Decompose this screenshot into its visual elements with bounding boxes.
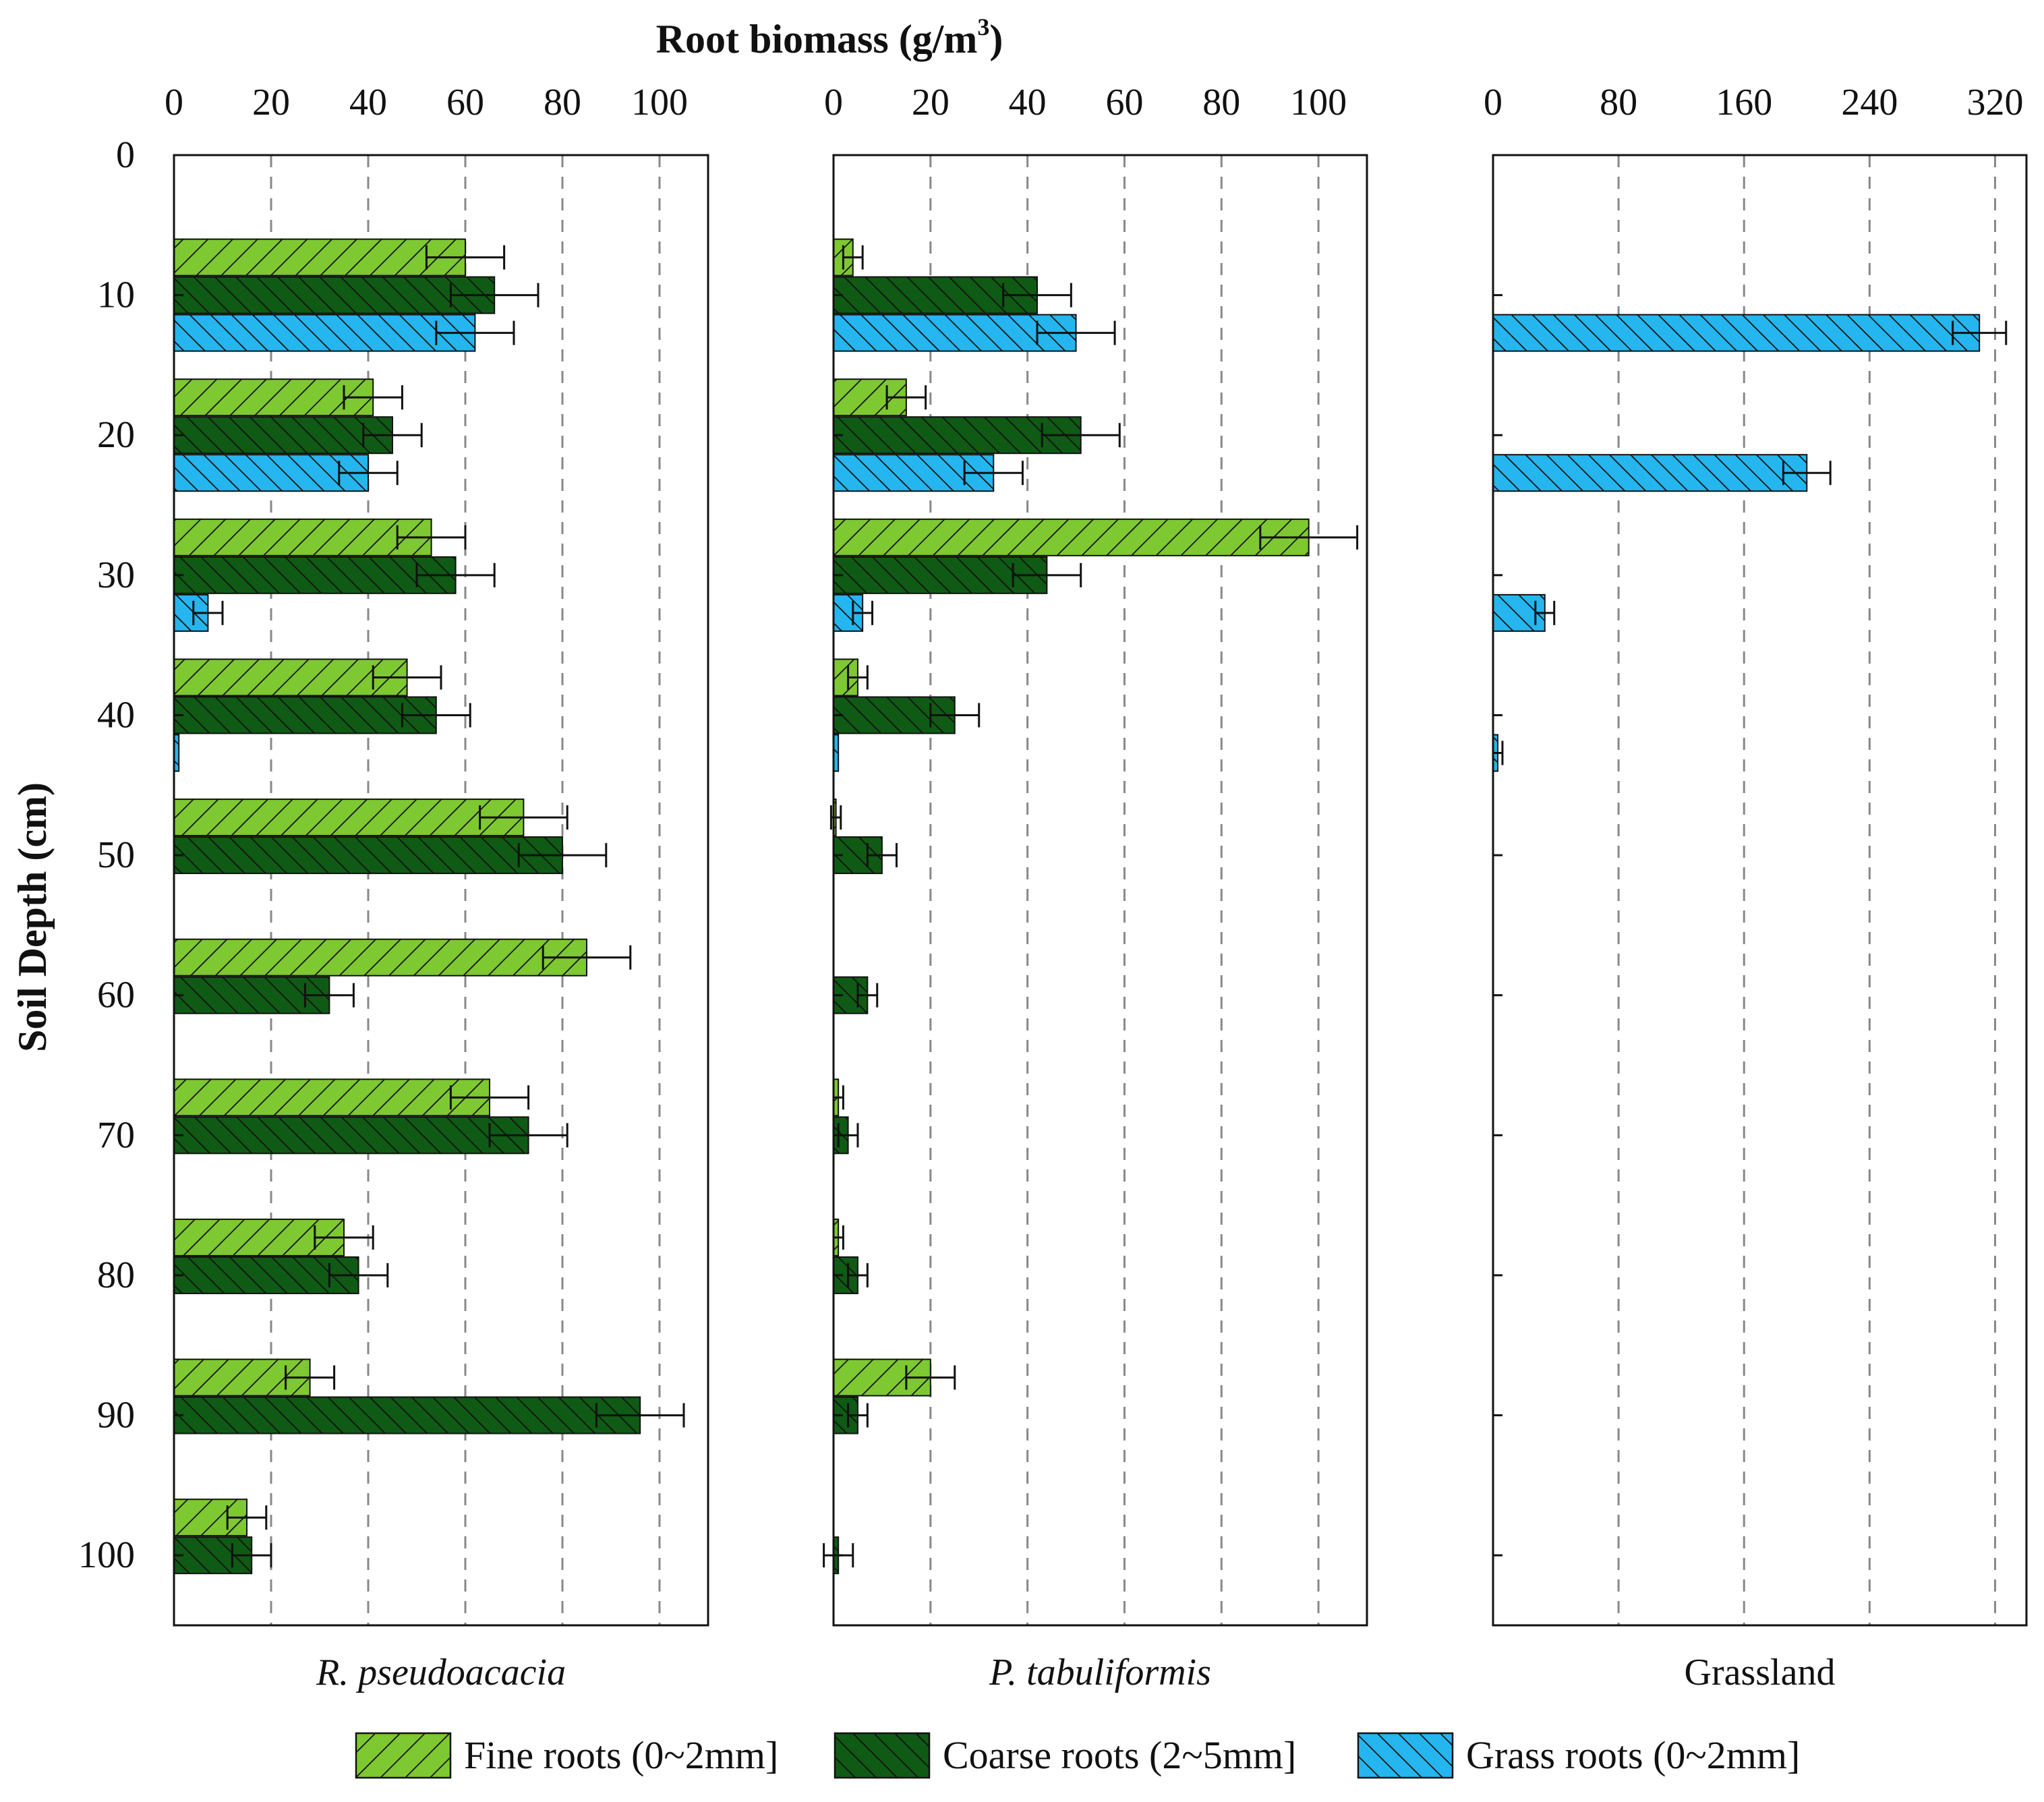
x-tick-label: 20 (912, 82, 950, 123)
coarse-bar-hatch (174, 1117, 529, 1154)
x-tick-label: 40 (349, 82, 387, 123)
panel-2: 0 20 40 60 80 100 P. tabuliformis (823, 82, 1368, 1693)
legend-label-coarse: Coarse roots (2~5mm] (943, 1733, 1296, 1777)
coarse-bar-hatch (834, 417, 1081, 454)
plot-frame (173, 154, 709, 1627)
y-tick-label: 90 (97, 1395, 135, 1436)
legend-swatch-hatch (356, 1733, 450, 1778)
grass-bar-hatch (834, 734, 839, 772)
legend-label-grass: Grass roots (0~2mm] (1466, 1733, 1800, 1777)
x-tick-label: 0 (165, 82, 183, 123)
panels: 0 20 40 60 80 100 0 10 20 30 40 50 60 70 80 90 100 R. pse… (78, 82, 2028, 1693)
y-tick-label: 40 (97, 694, 135, 736)
x-tick-label: 40 (1009, 82, 1047, 123)
y-tick-label: 20 (97, 414, 135, 456)
grass-bar-hatch (174, 314, 475, 351)
coarse-bar-hatch (174, 977, 330, 1014)
panel-1: 0 20 40 60 80 100 0 10 20 30 40 50 60 70 80 90 100 R. pse… (78, 82, 709, 1693)
x-tick-label: 60 (446, 82, 484, 123)
y-tick-label: 80 (97, 1254, 135, 1296)
fine-bar-hatch (834, 519, 1309, 556)
fine-bar-hatch (174, 659, 407, 696)
coarse-bar-hatch (174, 556, 456, 593)
x-tick-label: 240 (1841, 82, 1898, 123)
fine-bar-hatch (174, 939, 587, 976)
y-tick-label: 10 (97, 274, 135, 316)
coarse-bar-hatch (174, 837, 562, 874)
coarse-bar-hatch (174, 1256, 359, 1294)
legend-swatch-hatch (1358, 1733, 1453, 1778)
coarse-bar-hatch (174, 277, 495, 314)
fine-bar-hatch (174, 239, 465, 276)
x-tick-label: 20 (252, 82, 290, 123)
plot-frame (1492, 154, 2028, 1627)
grass-bar-hatch (1493, 455, 1807, 492)
fine-bar-hatch (174, 379, 374, 416)
coarse-bar-hatch (174, 417, 392, 454)
grass-bar-hatch (1493, 314, 1980, 351)
plot-frame (832, 154, 1368, 1627)
x-tick-label: 0 (1484, 82, 1502, 123)
x-tick-label: 80 (1202, 82, 1240, 123)
y-tick-label: 50 (97, 834, 135, 876)
fine-bar-hatch (174, 1079, 490, 1116)
legend-swatch-hatch (835, 1733, 929, 1778)
panel-3: 0 80 160 240 320 Grassland (1484, 82, 2028, 1693)
x-tick-label: 60 (1105, 82, 1143, 123)
x-tick-label: 80 (1600, 82, 1637, 123)
panel-label: P. tabuliformis (989, 1652, 1211, 1693)
coarse-bar-hatch (174, 1397, 641, 1434)
y-tick-label: 70 (97, 1114, 135, 1156)
panel-label: R. pseudoacacia (316, 1652, 566, 1693)
coarse-bar-hatch (174, 697, 436, 734)
y-tick-label: 0 (116, 134, 135, 176)
y-tick-label: 100 (78, 1534, 135, 1576)
fine-bar-hatch (174, 519, 432, 556)
x-tick-label: 80 (544, 82, 581, 123)
legend: Fine roots (0~2mm] Coarse roots (2~5mm] Gr… (355, 1732, 1800, 1779)
x-tick-label: 0 (824, 82, 843, 123)
y-tick-label: 60 (97, 975, 135, 1016)
figure-title: Root biomass (g/m3) (656, 13, 1003, 61)
legend-label-fine: Fine roots (0~2mm] (464, 1733, 778, 1777)
panel-label: Grassland (1685, 1652, 1836, 1693)
x-tick-label: 100 (631, 82, 688, 123)
x-tick-label: 100 (1290, 82, 1347, 123)
grass-bar-hatch (834, 314, 1076, 351)
y-tick-label: 30 (97, 554, 135, 596)
coarse-bar-hatch (834, 556, 1047, 593)
y-axis-label: Soil Depth (cm) (10, 782, 55, 1052)
x-tick-label: 320 (1966, 82, 2023, 123)
grass-bar-hatch (174, 734, 179, 772)
fine-bar-hatch (174, 799, 524, 836)
grass-bar-hatch (174, 455, 368, 492)
x-tick-label: 160 (1716, 82, 1772, 123)
